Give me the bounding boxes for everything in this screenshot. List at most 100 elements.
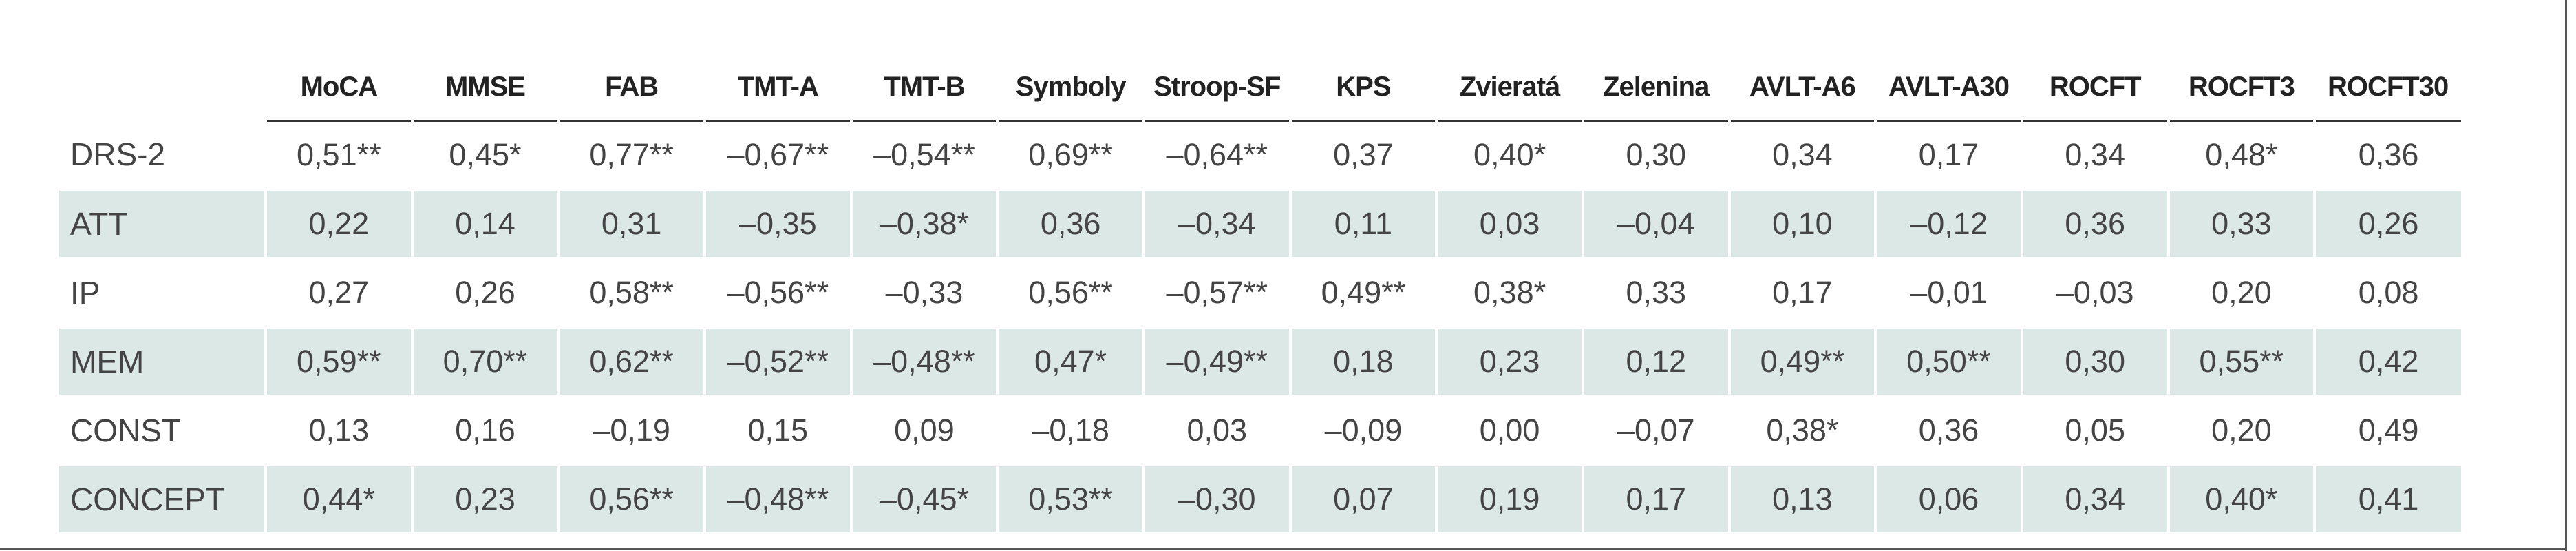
table-row: MEM 0,59** 0,70** 0,62** –0,52** –0,48** 0,47*… bbox=[59, 326, 2461, 396]
table-cell: –0,56** bbox=[703, 257, 851, 327]
table-cell: 0,49** bbox=[1727, 326, 1876, 396]
table-cell: –0,03 bbox=[2020, 257, 2169, 327]
table-cell: 0,17 bbox=[1874, 121, 2022, 189]
table-cell: 0,12 bbox=[1581, 326, 1729, 396]
table-cell: –0,49** bbox=[1142, 326, 1290, 396]
table-cell: 0,50** bbox=[1874, 326, 2022, 396]
table-cell: 0,36 bbox=[996, 188, 1144, 258]
table-cell: 0,70** bbox=[410, 326, 559, 396]
table-cell: 0,36 bbox=[2020, 188, 2169, 258]
table-cell: 0,20 bbox=[2167, 395, 2315, 465]
table-cell: 0,03 bbox=[1142, 395, 1290, 465]
table-cell: 0,17 bbox=[1727, 257, 1876, 327]
table-cell: –0,64** bbox=[1142, 121, 1290, 189]
table-cell: –0,01 bbox=[1874, 257, 2022, 327]
table-header-row: MoCA MMSE FAB TMT-A TMT-B Symboly Stroop-SF KPS… bbox=[59, 54, 2461, 122]
table-cell: 0,77** bbox=[557, 121, 705, 189]
table-cell: –0,52** bbox=[703, 326, 851, 396]
correlation-table: MoCA MMSE FAB TMT-A TMT-B Symboly Stroop-SF KPS… bbox=[59, 54, 2461, 532]
column-header: MoCA bbox=[266, 54, 412, 122]
table-cell: 0,11 bbox=[1288, 188, 1437, 258]
table-cell: 0,42 bbox=[2313, 326, 2461, 396]
table-cell: 0,36 bbox=[1874, 395, 2022, 465]
table-cell: 0,30 bbox=[1581, 121, 1729, 189]
table-cell: 0,48* bbox=[2167, 121, 2315, 189]
table-cell: 0,59** bbox=[264, 326, 412, 396]
table-cell: 0,15 bbox=[703, 395, 851, 465]
table-cell: 0,13 bbox=[264, 395, 412, 465]
row-label: CONST bbox=[59, 395, 266, 465]
table-cell: 0,38* bbox=[1727, 395, 1876, 465]
table-cell: 0,00 bbox=[1435, 395, 1583, 465]
table-row: CONST 0,13 0,16 –0,19 0,15 0,09 –0,18 0,03 –0,09… bbox=[59, 395, 2461, 465]
table-cell: –0,30 bbox=[1142, 464, 1290, 532]
table-cell: –0,48** bbox=[849, 326, 998, 396]
table-cell: 0,55** bbox=[2167, 326, 2315, 396]
table-cell: 0,23 bbox=[410, 464, 559, 532]
table-cell: 0,14 bbox=[410, 188, 559, 258]
column-header: TMT-A bbox=[704, 54, 851, 122]
row-label: DRS-2 bbox=[70, 136, 166, 173]
table-cell: 0,45* bbox=[410, 121, 559, 189]
table-cell: 0,51** bbox=[264, 121, 412, 189]
column-header: ROCFT30 bbox=[2314, 54, 2461, 122]
table-cell: 0,23 bbox=[1435, 326, 1583, 396]
table-cell: 0,19 bbox=[1435, 464, 1583, 532]
table-cell: 0,33 bbox=[2167, 188, 2315, 258]
table-cell: 0,09 bbox=[849, 395, 998, 465]
table-cell: 0,31 bbox=[557, 188, 705, 258]
table-cell: –0,57** bbox=[1142, 257, 1290, 327]
table-cell: –0,34 bbox=[1142, 188, 1290, 258]
table-cell: 0,27 bbox=[264, 257, 412, 327]
column-header: Zvieratá bbox=[1436, 54, 1583, 122]
table-cell: –0,19 bbox=[557, 395, 705, 465]
table-cell: 0,49** bbox=[1288, 257, 1437, 327]
column-header: AVLT-A6 bbox=[1729, 54, 1876, 122]
table-cell: –0,18 bbox=[996, 395, 1144, 465]
table-cell: 0,40* bbox=[1435, 121, 1583, 189]
table-cell: 0,30 bbox=[2020, 326, 2169, 396]
table-cell: 0,07 bbox=[1288, 464, 1437, 532]
table-row: IP 0,27 0,26 0,58** –0,56** –0,33 0,56** –0,57*… bbox=[59, 257, 2461, 327]
column-header: ROCFT bbox=[2021, 54, 2169, 122]
table-cell: 0,34 bbox=[2020, 121, 2169, 189]
table-row: DRS-2 0,51** 0,45* 0,77** –0,67** –0,54** 0,69… bbox=[59, 121, 2461, 189]
row-label: ATT bbox=[59, 188, 266, 258]
table-cell: 0,56** bbox=[557, 464, 705, 532]
table-cell: 0,56** bbox=[996, 257, 1144, 327]
table-cell: 0,53** bbox=[996, 464, 1144, 532]
table-cell: –0,45* bbox=[849, 464, 998, 532]
table-body: DRS-2 0,51** 0,45* 0,77** –0,67** –0,54** 0,69… bbox=[59, 121, 2461, 532]
table-cell: 0,49 bbox=[2313, 395, 2461, 465]
table-cell: 0,36 bbox=[2313, 121, 2461, 189]
table-cell: 0,69** bbox=[996, 121, 1144, 189]
table-row: ATT 0,22 0,14 0,31 –0,35 –0,38* 0,36 –0,34 0,11 0… bbox=[59, 188, 2461, 258]
table-cell: –0,35 bbox=[703, 188, 851, 258]
table-cell: 0,05 bbox=[2020, 395, 2169, 465]
table-cell: –0,33 bbox=[849, 257, 998, 327]
table-cell: 0,03 bbox=[1435, 188, 1583, 258]
row-label: MEM bbox=[59, 326, 266, 396]
table-cell: 0,37 bbox=[1288, 121, 1437, 189]
column-header: AVLT-A30 bbox=[1875, 54, 2022, 122]
table-cell: 0,38* bbox=[1435, 257, 1583, 327]
table-cell: –0,09 bbox=[1288, 395, 1437, 465]
column-header: FAB bbox=[558, 54, 705, 122]
table-cell: 0,33 bbox=[1581, 257, 1729, 327]
table-cell: 0,34 bbox=[2020, 464, 2169, 532]
table-cell: 0,41 bbox=[2313, 464, 2461, 532]
table-cell: 0,26 bbox=[2313, 188, 2461, 258]
frame-border-right bbox=[2565, 0, 2567, 551]
table-cell: 0,20 bbox=[2167, 257, 2315, 327]
table-cell: –0,12 bbox=[1874, 188, 2022, 258]
table-cell: 0,47* bbox=[996, 326, 1144, 396]
table-cell: 0,08 bbox=[2313, 257, 2461, 327]
header-corner bbox=[59, 54, 266, 121]
table-cell: 0,44* bbox=[264, 464, 412, 532]
column-header: ROCFT3 bbox=[2168, 54, 2315, 122]
table-cell: –0,67** bbox=[703, 121, 851, 189]
column-header: TMT-B bbox=[851, 54, 998, 122]
table-cell: 0,34 bbox=[1727, 121, 1876, 189]
table-cell: 0,40* bbox=[2167, 464, 2315, 532]
